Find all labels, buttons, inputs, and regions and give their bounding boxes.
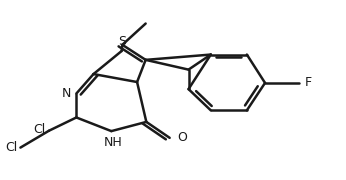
Text: F: F bbox=[304, 76, 312, 89]
Text: NH: NH bbox=[104, 136, 122, 148]
Text: N: N bbox=[62, 87, 71, 100]
Text: O: O bbox=[177, 131, 187, 144]
Text: Cl: Cl bbox=[33, 123, 45, 136]
Text: Cl: Cl bbox=[5, 141, 17, 154]
Text: S: S bbox=[118, 35, 126, 48]
